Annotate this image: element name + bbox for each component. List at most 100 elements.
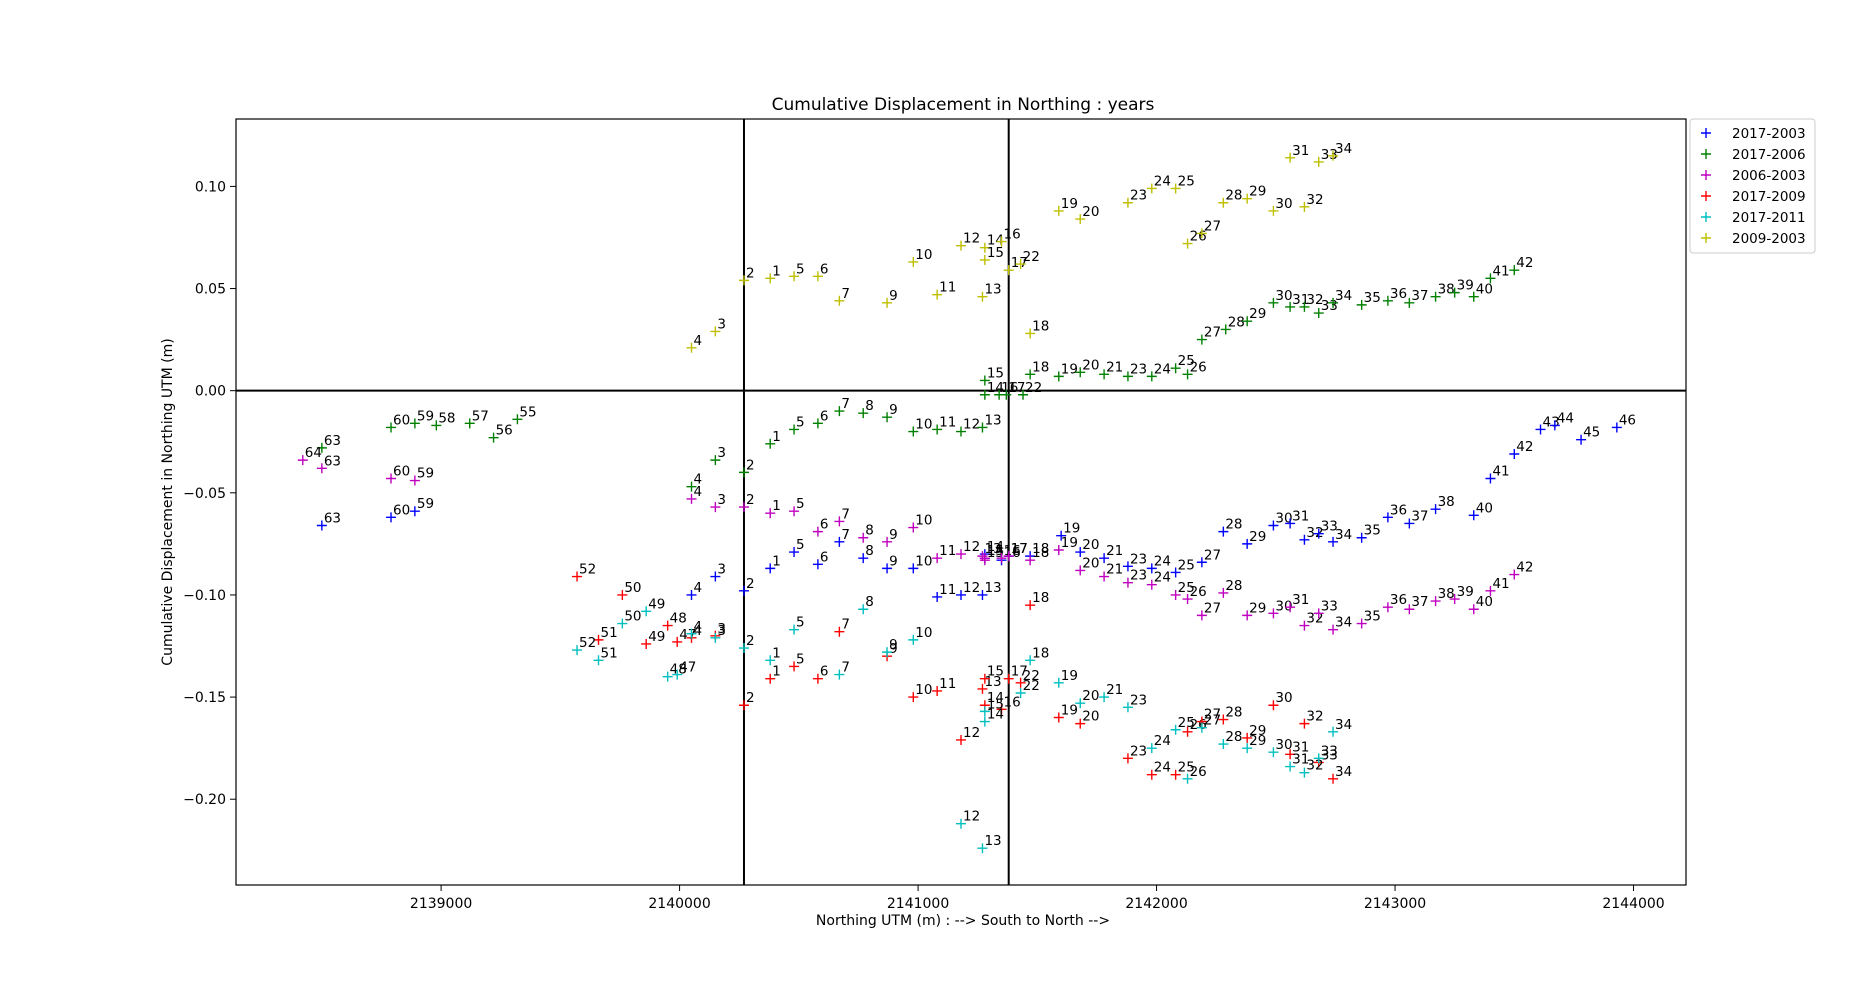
data-point xyxy=(641,606,652,617)
point-label: 1 xyxy=(772,263,781,279)
data-point xyxy=(812,673,823,684)
data-point xyxy=(1242,610,1253,621)
data-point xyxy=(1285,602,1296,613)
point-label: 7 xyxy=(841,617,850,633)
point-label: 40 xyxy=(1476,282,1493,298)
data-point xyxy=(1218,714,1229,725)
data-point xyxy=(1313,156,1324,167)
data-point xyxy=(1356,532,1367,543)
point-label: 41 xyxy=(1492,464,1509,480)
point-label: 24 xyxy=(1154,553,1171,569)
point-label: 20 xyxy=(1082,709,1099,725)
x-axis-label: Northing UTM (m) : --> South to North --… xyxy=(816,913,1110,929)
point-label: 25 xyxy=(1178,715,1195,731)
point-label: 19 xyxy=(1061,668,1078,684)
data-point xyxy=(1003,265,1014,276)
data-point xyxy=(710,571,721,582)
data-point xyxy=(1196,334,1207,345)
data-point xyxy=(1382,602,1393,613)
data-point xyxy=(710,502,721,513)
point-label: 20 xyxy=(1082,357,1099,373)
point-label: 24 xyxy=(1154,361,1171,377)
data-point xyxy=(1576,434,1587,445)
data-point xyxy=(1328,624,1339,635)
y-tick-label: 0.05 xyxy=(195,282,226,298)
data-point xyxy=(1146,579,1157,590)
data-point xyxy=(738,275,749,286)
point-label: 9 xyxy=(889,402,898,418)
point-label: 34 xyxy=(1335,764,1352,780)
data-point xyxy=(1328,150,1339,161)
data-point xyxy=(1099,692,1110,703)
point-label: 36 xyxy=(1390,592,1407,608)
point-label: 32 xyxy=(1306,758,1323,774)
point-label: 17 xyxy=(1011,541,1028,557)
point-label: 7 xyxy=(841,286,850,302)
legend-entry: 2017-2011 xyxy=(1732,210,1806,226)
point-label: 3 xyxy=(717,562,726,578)
data-point xyxy=(1404,604,1415,615)
point-label: 11 xyxy=(939,280,956,296)
data-point xyxy=(1509,448,1520,459)
point-label: 15 xyxy=(987,543,1004,559)
data-point xyxy=(1313,753,1324,764)
data-point xyxy=(1001,389,1012,400)
point-label: 25 xyxy=(1178,580,1195,596)
data-point xyxy=(882,536,893,547)
data-point xyxy=(1018,389,1029,400)
point-label: 9 xyxy=(889,527,898,543)
data-point xyxy=(932,685,943,696)
data-point xyxy=(1535,424,1546,435)
point-label: 11 xyxy=(939,582,956,598)
point-label: 42 xyxy=(1516,255,1533,271)
point-label: 20 xyxy=(1082,555,1099,571)
point-label: 7 xyxy=(841,506,850,522)
data-point xyxy=(932,591,943,602)
data-point xyxy=(686,481,697,492)
data-point xyxy=(1075,214,1086,225)
x-tick-label: 2141000 xyxy=(887,896,949,912)
data-point xyxy=(977,551,988,562)
point-label: 34 xyxy=(1335,141,1352,157)
point-label: 63 xyxy=(324,433,341,449)
data-point xyxy=(1285,749,1296,760)
point-label: 19 xyxy=(1063,521,1080,537)
data-point xyxy=(1468,510,1479,521)
data-point xyxy=(882,297,893,308)
point-label: 44 xyxy=(1557,410,1574,426)
point-label: 35 xyxy=(1364,523,1381,539)
point-label: 32 xyxy=(1306,192,1323,208)
legend-entry: 2009-2003 xyxy=(1732,231,1806,247)
legend-marker xyxy=(1701,191,1711,201)
point-label: 33 xyxy=(1321,747,1338,763)
point-label: 6 xyxy=(820,549,829,565)
data-point xyxy=(738,700,749,711)
data-point xyxy=(977,843,988,854)
data-point xyxy=(672,669,683,680)
point-label: 9 xyxy=(889,553,898,569)
point-label: 33 xyxy=(1321,743,1338,759)
point-label: 32 xyxy=(1306,709,1323,725)
data-point xyxy=(1313,608,1324,619)
data-point xyxy=(1146,183,1157,194)
point-label: 31 xyxy=(1292,592,1309,608)
data-point xyxy=(1146,563,1157,574)
point-label: 64 xyxy=(305,445,322,461)
point-label: 41 xyxy=(1492,576,1509,592)
point-label: 34 xyxy=(1335,527,1352,543)
data-point xyxy=(1099,369,1110,380)
point-label: 16 xyxy=(1004,545,1021,561)
data-point xyxy=(996,553,1007,564)
point-label: 9 xyxy=(889,637,898,653)
point-label: 15 xyxy=(987,245,1004,261)
data-point xyxy=(1170,589,1181,600)
point-label: 31 xyxy=(1292,508,1309,524)
data-point xyxy=(1299,718,1310,729)
data-point xyxy=(1075,547,1086,558)
data-point xyxy=(1170,363,1181,374)
data-point xyxy=(672,636,683,647)
data-point xyxy=(1146,371,1157,382)
data-point xyxy=(1170,183,1181,194)
point-label: 18 xyxy=(1032,590,1049,606)
